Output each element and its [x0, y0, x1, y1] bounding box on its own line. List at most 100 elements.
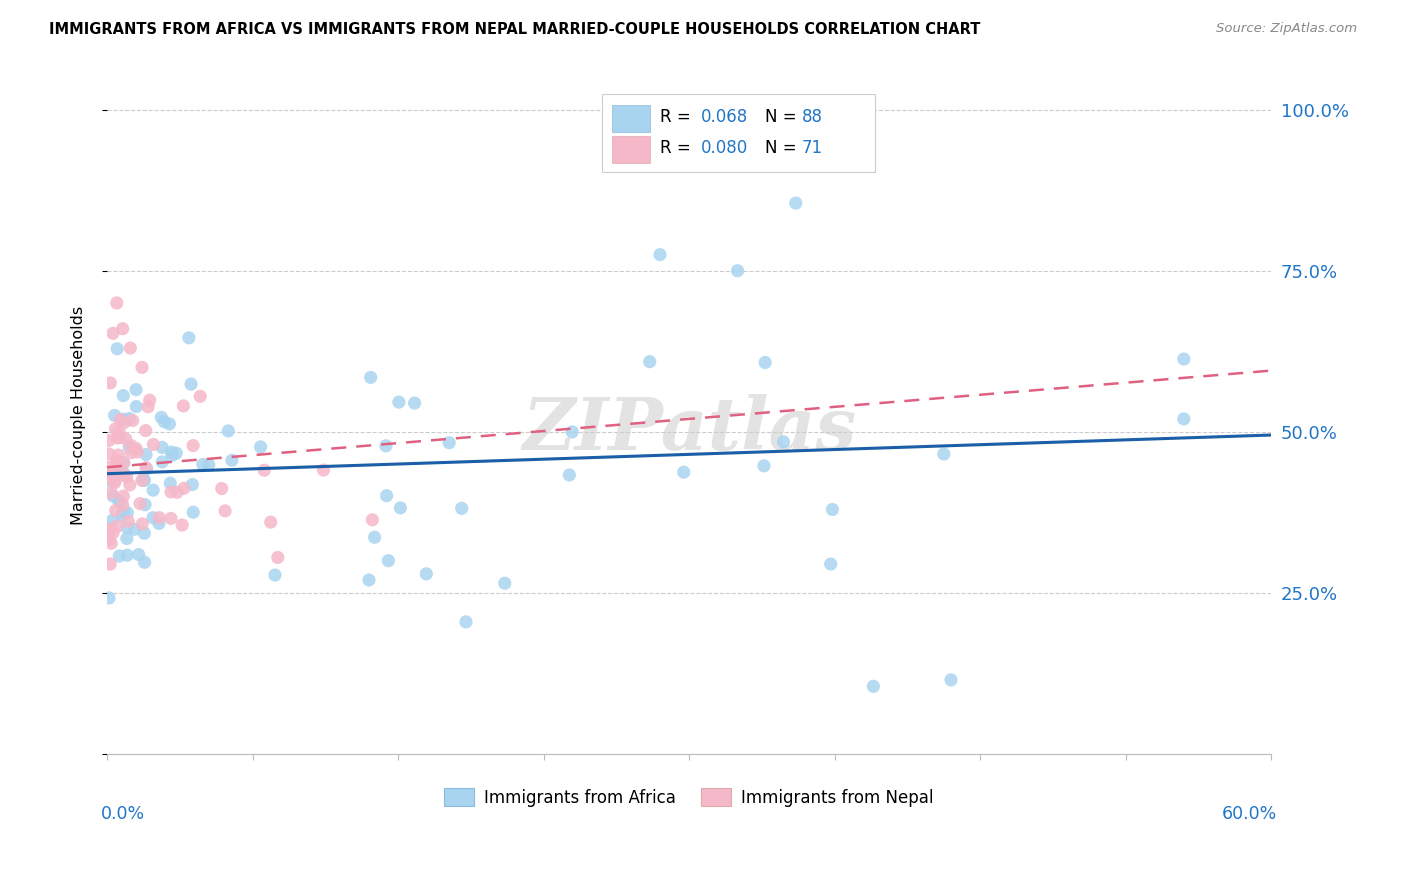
Point	[454, 615, 477, 629]
Point	[107, 458, 129, 472]
Point	[197, 458, 219, 472]
Point	[1173, 352, 1195, 367]
Point	[115, 532, 138, 546]
Point	[101, 489, 124, 503]
Point	[267, 550, 290, 565]
Point	[752, 458, 775, 473]
Point	[112, 466, 135, 480]
Point	[160, 485, 183, 500]
Point	[165, 446, 187, 460]
Point	[131, 360, 153, 375]
Point	[260, 515, 283, 529]
Point	[115, 469, 138, 483]
Point	[173, 481, 195, 495]
Point	[136, 400, 159, 414]
Point	[772, 434, 794, 449]
Point	[118, 411, 141, 425]
Point	[120, 439, 142, 453]
Point	[98, 447, 121, 461]
Point	[111, 322, 134, 336]
Point	[188, 389, 211, 403]
Point	[217, 424, 239, 438]
Point	[107, 448, 129, 462]
Text: 0.080: 0.080	[700, 139, 748, 157]
Point	[389, 500, 412, 515]
Point	[98, 522, 121, 536]
Point	[672, 465, 695, 479]
Point	[112, 505, 135, 519]
Point	[98, 557, 121, 571]
Point	[115, 520, 138, 534]
Point	[148, 510, 170, 524]
Point	[118, 478, 141, 492]
Point	[150, 455, 173, 469]
Point	[150, 441, 173, 455]
Point	[100, 467, 122, 481]
Point	[153, 415, 176, 429]
Point	[357, 573, 380, 587]
Point	[107, 464, 129, 478]
Point	[98, 468, 121, 483]
Point	[148, 516, 170, 531]
Point	[134, 555, 156, 569]
Point	[181, 505, 204, 519]
Text: ZIPatlas: ZIPatlas	[522, 393, 856, 465]
Point	[638, 354, 661, 368]
Text: 71: 71	[801, 139, 823, 157]
Point	[118, 441, 141, 455]
Text: Source: ZipAtlas.com: Source: ZipAtlas.com	[1216, 22, 1357, 36]
Point	[932, 447, 955, 461]
Point	[98, 533, 121, 547]
Point	[360, 370, 382, 384]
Point	[105, 342, 128, 356]
Point	[104, 409, 127, 423]
Point	[160, 448, 183, 462]
Text: R =: R =	[659, 108, 696, 127]
Point	[98, 471, 121, 485]
Point	[177, 331, 200, 345]
Point	[191, 458, 214, 472]
Y-axis label: Married-couple Households: Married-couple Households	[72, 306, 86, 525]
Point	[105, 519, 128, 533]
Point	[108, 549, 131, 563]
Point	[98, 376, 121, 390]
Point	[166, 485, 188, 500]
Text: 0.068: 0.068	[700, 108, 748, 127]
Point	[160, 445, 183, 459]
Point	[388, 395, 411, 409]
Point	[101, 326, 124, 341]
Point	[375, 489, 398, 503]
Point	[98, 460, 121, 475]
Point	[142, 510, 165, 524]
Text: 88: 88	[801, 108, 823, 127]
Point	[117, 506, 139, 520]
Point	[100, 536, 122, 550]
Point	[821, 502, 844, 516]
Point	[138, 393, 160, 408]
Point	[142, 437, 165, 451]
Point	[127, 445, 149, 459]
Point	[142, 483, 165, 498]
Point	[103, 475, 125, 490]
FancyBboxPatch shape	[602, 95, 876, 172]
Point	[135, 462, 157, 476]
Point	[253, 463, 276, 477]
Point	[105, 454, 128, 468]
Point	[648, 247, 671, 261]
Point	[105, 296, 128, 310]
Point	[111, 498, 134, 512]
Point	[172, 518, 194, 533]
Point	[128, 548, 150, 562]
Point	[121, 413, 143, 427]
Point	[754, 355, 776, 369]
Text: 0.0%: 0.0%	[101, 805, 145, 822]
Point	[135, 424, 157, 438]
Point	[111, 508, 134, 523]
Point	[404, 396, 426, 410]
Point	[100, 486, 122, 500]
Point	[98, 434, 121, 448]
Point	[101, 513, 124, 527]
Point	[104, 422, 127, 436]
Point	[561, 425, 583, 439]
Point	[112, 489, 135, 503]
